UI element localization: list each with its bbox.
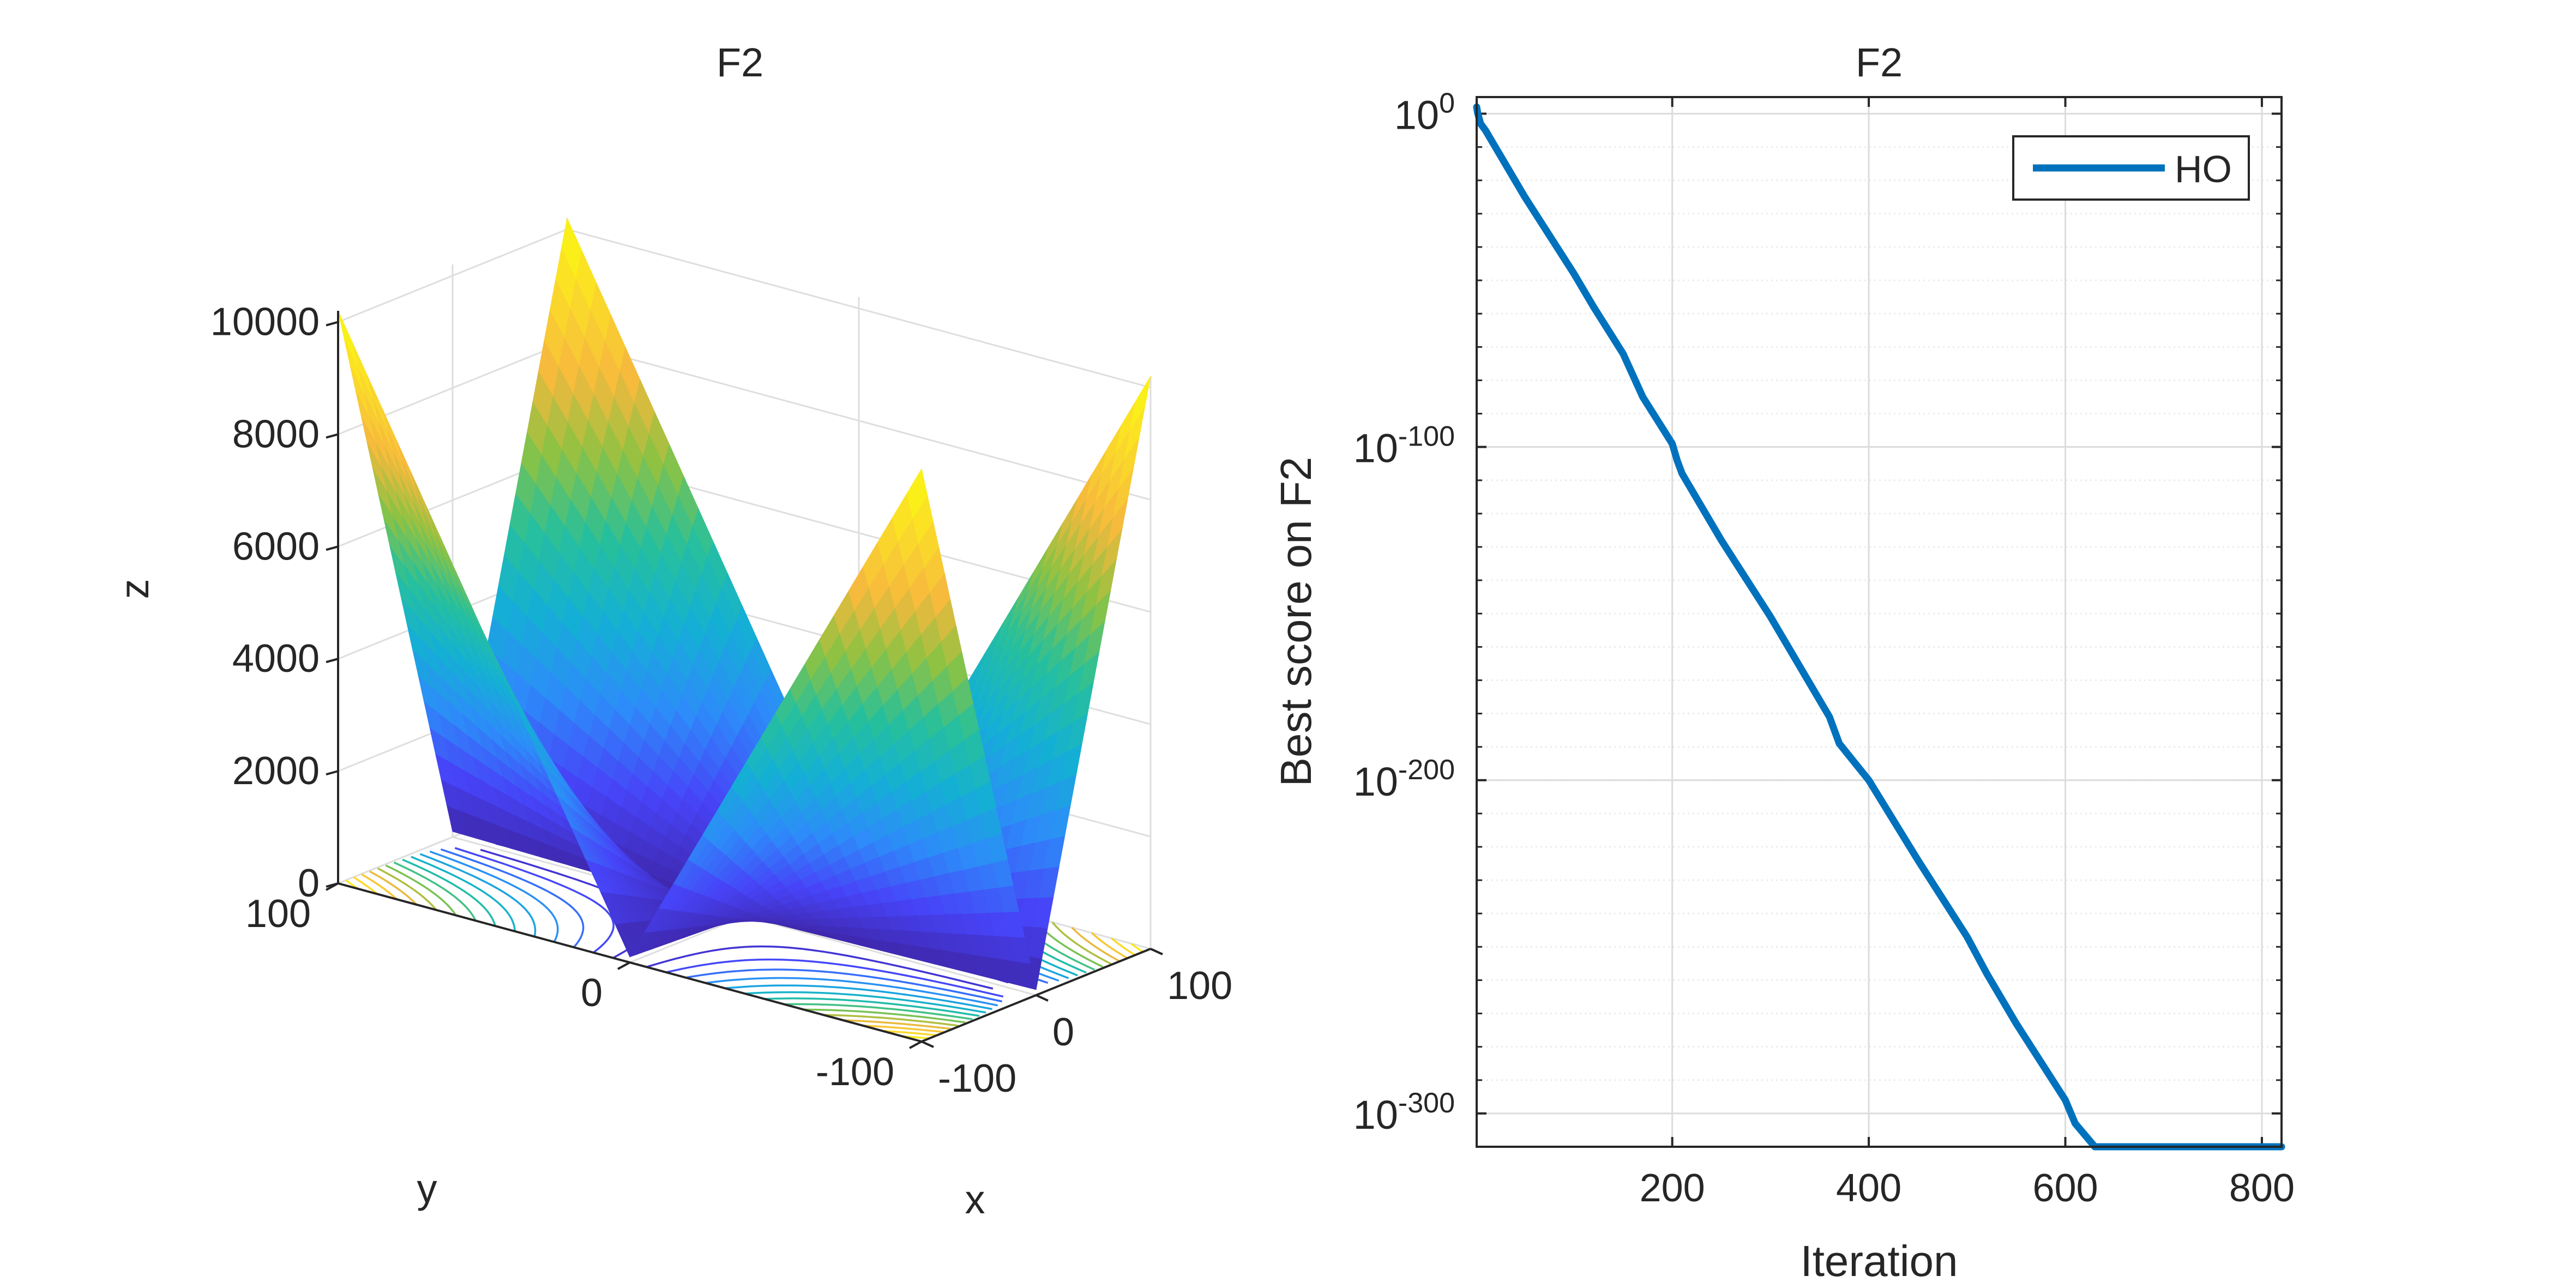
y-axis-label: y (417, 1166, 437, 1211)
x-tick-label: 800 (2229, 1166, 2295, 1210)
x-tick (921, 1040, 934, 1048)
convergence-plot: 200 400 600 800 100 10-100 10-200 10-300 F2 Ite… (1272, 40, 2295, 1285)
contour-line (419, 853, 537, 937)
contour-line (725, 984, 992, 1010)
convergence-xlabel: Iteration (1800, 1237, 1958, 1285)
x-axis-label: x (965, 1177, 985, 1222)
y-tick (909, 1040, 922, 1049)
contour-line (705, 977, 998, 1007)
z-axis-label: z (112, 579, 157, 599)
surface-title: F2 (717, 40, 763, 85)
y-tick-label: 100 (245, 892, 311, 936)
y-tick-label: 10-300 (1353, 1087, 1455, 1137)
z-tick (326, 545, 339, 551)
z-tick-label: 10000 (210, 300, 320, 344)
x-tick-label: 400 (1836, 1166, 1901, 1210)
y-tick (326, 882, 339, 891)
contour-line (377, 867, 437, 911)
legend: HO (2012, 135, 2250, 201)
legend-label-ho: HO (2175, 148, 2232, 190)
contour-line (842, 1019, 952, 1030)
y-tick-label: 10-200 (1353, 754, 1455, 804)
y-tick-label: 0 (581, 971, 603, 1015)
plot-box (1476, 96, 2283, 1148)
z-tick-label: 2000 (232, 749, 320, 793)
surface-patch (906, 468, 928, 519)
z-tick-label: 6000 (232, 525, 320, 568)
z-tick-label: 8000 (232, 412, 320, 456)
x-tick-label: -100 (938, 1057, 1016, 1100)
contour-line (440, 848, 585, 948)
convergence-ylabel: Best score on F2 (1272, 457, 1320, 787)
x-tick-label: 0 (1052, 1010, 1074, 1054)
z-tick (326, 770, 339, 776)
contour-line (429, 850, 559, 943)
contour-line (646, 945, 994, 990)
y-tick-label: -100 (816, 1050, 894, 1094)
y-tick-label: 10-100 (1353, 421, 1455, 471)
contour-line (744, 991, 986, 1014)
convergence-grid (1477, 97, 2282, 1148)
contour-line (361, 873, 398, 900)
contour-line (1130, 942, 1143, 953)
surface-mesh (338, 217, 1151, 990)
contour-line (402, 858, 496, 926)
contour-line (1091, 932, 1128, 959)
z-tick (326, 658, 339, 664)
x-tick-label: 100 (1167, 964, 1232, 1008)
z-tick-label: 0 (298, 862, 320, 905)
convergence-title: F2 (1856, 40, 1903, 85)
y-tick-label: 100 (1394, 88, 1455, 138)
x-tick (1036, 994, 1049, 1002)
contour-line (784, 1003, 973, 1020)
z-tick (326, 433, 339, 439)
contour-line (1051, 922, 1112, 965)
contour-line (411, 856, 516, 931)
x-tick (1150, 948, 1163, 955)
contour-line (369, 870, 418, 906)
convergence-ticks: 200 400 600 800 100 10-100 10-200 10-300 (1353, 88, 2295, 1210)
contour-line (882, 1030, 937, 1037)
z-tick-label: 4000 (232, 637, 320, 681)
contour-line (666, 958, 1004, 998)
x-tick-label: 600 (2032, 1166, 2098, 1210)
contour-line (1071, 926, 1120, 962)
x-tick-label: 200 (1640, 1166, 1705, 1210)
contour-line (685, 968, 1002, 1003)
contour-line (823, 1014, 959, 1027)
contour-line (393, 862, 477, 922)
z-tick (326, 321, 339, 327)
contour-line (454, 847, 615, 954)
contour-line (764, 997, 980, 1017)
y-tick (617, 961, 630, 970)
contour-line (353, 876, 378, 895)
contour-line (1110, 937, 1136, 956)
contour-line (862, 1024, 944, 1033)
contour-line (803, 1008, 966, 1024)
contour-line (385, 864, 457, 916)
